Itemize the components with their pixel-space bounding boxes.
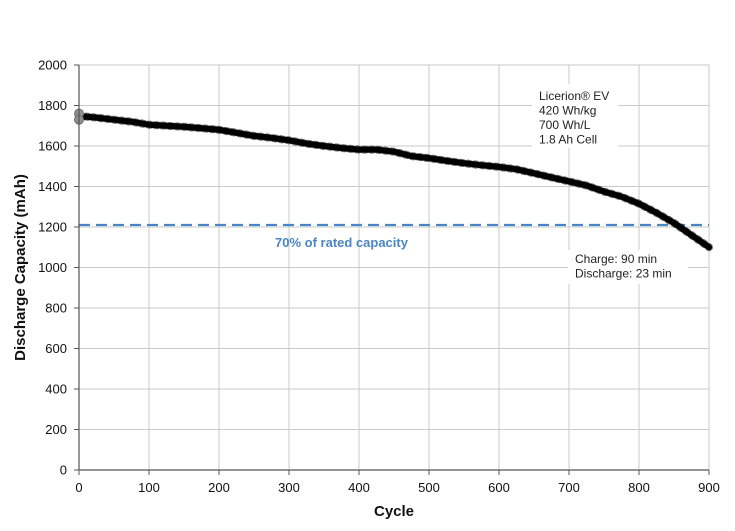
x-tick-label: 600	[488, 480, 510, 495]
cell-info-line: 700 Wh/L	[539, 118, 591, 132]
y-tick-label: 1400	[38, 179, 67, 194]
y-tick-label: 1000	[38, 260, 67, 275]
y-tick-label: 0	[60, 463, 67, 478]
axes: 0 200 400 600 800 1000 1200 1400 1600 1800 2000 0 10…	[12, 58, 720, 521]
y-tick-label: 400	[45, 382, 67, 397]
cell-info-background	[532, 84, 618, 148]
x-tick-label: 900	[698, 480, 720, 495]
y-axis-title: Discharge Capacity (mAh)	[12, 174, 29, 361]
x-tick-label: 500	[418, 480, 440, 495]
rates-background	[568, 250, 688, 284]
series-group	[74, 108, 713, 252]
grid-lines	[78, 64, 710, 471]
x-tick-label: 700	[558, 480, 580, 495]
rate-line: Charge: 90 min	[575, 252, 657, 266]
x-tick-label: 800	[628, 480, 650, 495]
y-tick-label: 2000	[38, 58, 67, 73]
y-tick-label: 800	[45, 301, 67, 316]
cell-info-line: 420 Wh/kg	[539, 104, 596, 118]
rate-line: Discharge: 23 min	[575, 267, 672, 281]
x-tick-label: 300	[278, 480, 300, 495]
y-tick-label: 600	[45, 341, 67, 356]
y-tick-label: 1200	[38, 220, 67, 235]
y-tick-label: 1600	[38, 139, 67, 154]
x-axis-title: Cycle	[374, 503, 414, 520]
series-line-texture	[75, 112, 713, 252]
threshold-line-group: 70% of rated capacity	[79, 223, 709, 250]
y-tick-label: 1800	[38, 98, 67, 113]
x-tick-label: 200	[208, 480, 230, 495]
x-tick-label: 100	[138, 480, 160, 495]
x-tick-label: 0	[75, 480, 82, 495]
cell-info-line: 1.8 Ah Cell	[539, 133, 597, 147]
cell-info-line: Licerion® EV	[539, 89, 609, 103]
x-tick-label: 400	[348, 480, 370, 495]
threshold-label: 70% of rated capacity	[275, 235, 409, 250]
y-tick-label: 200	[45, 422, 67, 437]
